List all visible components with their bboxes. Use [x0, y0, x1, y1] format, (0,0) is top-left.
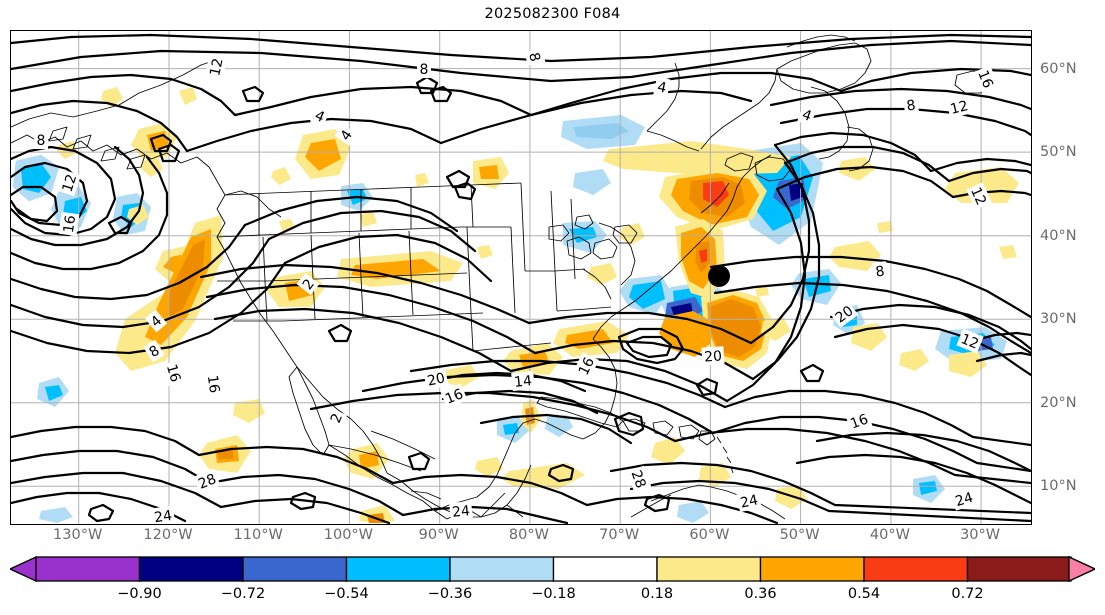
colorbar-tick-label: −0.90 — [117, 586, 162, 602]
contour-label: 24 — [954, 490, 976, 510]
contour-label: 8 — [37, 133, 46, 149]
contour-label: 16 — [576, 355, 598, 378]
colorbar-tick-label: 0.54 — [847, 586, 881, 602]
contour-label: 28 — [627, 468, 648, 490]
contour-label-layer: 12 8 12 16 4 8 8 4 4 8 12 16 12 4 — [34, 48, 999, 524]
figure-title: 2025082300 F084 — [484, 6, 621, 22]
lon-tick-label: 60°W — [689, 527, 730, 543]
lon-tick-label: 130°W — [53, 527, 103, 543]
colorbar-tick-label: −0.36 — [427, 586, 473, 602]
lat-tick-label: 20°N — [1040, 394, 1077, 411]
colorbar-cell-white — [552, 556, 658, 582]
contour-label: 8 — [875, 263, 886, 280]
map-svg: 12 8 12 16 4 8 8 4 4 8 12 16 12 4 — [11, 31, 1031, 524]
colorbar-tick-label: −0.18 — [531, 586, 576, 602]
colorbar-cell-light-yellow — [656, 556, 762, 582]
colorbar-cell-dark-red — [966, 556, 1072, 582]
lat-tick-label: 50°N — [1040, 144, 1077, 161]
contour-label: 24 — [739, 492, 760, 511]
colorbar-tick-label: 0.18 — [640, 586, 674, 602]
lon-tick-label: 40°W — [869, 527, 910, 543]
lat-tick-label: 10°N — [1040, 478, 1077, 495]
contour-label: 12 — [60, 172, 81, 194]
colorbar-cell-royal-blue — [242, 556, 348, 582]
lon-tick-label: 110°W — [233, 527, 283, 543]
colorbar-cell-orange — [759, 556, 865, 582]
contour-label: 24 — [153, 508, 173, 524]
lat-tick-label: 30°N — [1040, 311, 1077, 328]
contour-label: 12 — [207, 57, 226, 78]
contour-label: 16 — [204, 374, 222, 394]
contour-label: 8 — [525, 51, 543, 63]
colorbar-tick-label: 0.72 — [951, 586, 984, 602]
contour-label: 12 — [958, 331, 981, 353]
map-canvas: 12 8 12 16 4 8 8 4 4 8 12 16 12 4 — [11, 31, 1031, 524]
colorbar-tick-label: −0.72 — [220, 586, 266, 602]
contour-label: 12 — [949, 98, 970, 118]
contour-label: 8 — [906, 97, 917, 114]
lat-tick-label: 60°N — [1040, 60, 1077, 77]
contour-label: 8 — [420, 62, 429, 78]
lon-tick-label: 120°W — [143, 527, 193, 543]
lon-tick-label: 30°W — [960, 527, 1001, 543]
colorbar-svg — [10, 556, 1095, 582]
contour-label: 4 — [656, 79, 668, 97]
contour-label: 14 — [513, 373, 532, 391]
contour-label: 16 — [163, 363, 183, 385]
colorbar-cell-purple — [35, 556, 141, 582]
contour-label: 16 — [61, 214, 79, 234]
lon-tick-label: 70°W — [599, 527, 640, 543]
contour-label: 28 — [196, 471, 219, 493]
colorbar-cell-light-blue — [449, 556, 555, 582]
colorbar-tick-label: −0.54 — [324, 586, 369, 602]
contour-label: 16 — [974, 68, 996, 91]
lon-tick-label: 90°W — [418, 527, 459, 543]
colorbar-cell-navy — [138, 556, 244, 582]
contour-label: 20 — [426, 370, 447, 389]
contour-label: 20 — [704, 348, 723, 365]
colorbar-extend-max-fill — [1068, 556, 1095, 582]
lon-tick-label: 80°W — [508, 527, 549, 543]
contour-label: 16 — [443, 386, 466, 408]
storm-center-marker — [708, 265, 730, 287]
lon-tick-label: 100°W — [323, 527, 374, 543]
contour-label: 12 — [967, 185, 989, 208]
colorbar-cell-orange-red — [863, 556, 969, 582]
lat-tick-label: 40°N — [1040, 227, 1077, 244]
colorbar-extend-min — [10, 556, 37, 582]
colorbar — [10, 556, 1095, 582]
coastline-layer — [11, 34, 992, 520]
colorbar-tick-label: 0.36 — [744, 586, 777, 602]
colorbar-cell-deep-sky-blue — [345, 556, 451, 582]
contour-label: 16 — [848, 411, 870, 432]
map-plot-area: 12 8 12 16 4 8 8 4 4 8 12 16 12 4 — [10, 30, 1032, 525]
lon-tick-label: 50°W — [779, 527, 820, 543]
contour-label: 24 — [451, 503, 470, 521]
